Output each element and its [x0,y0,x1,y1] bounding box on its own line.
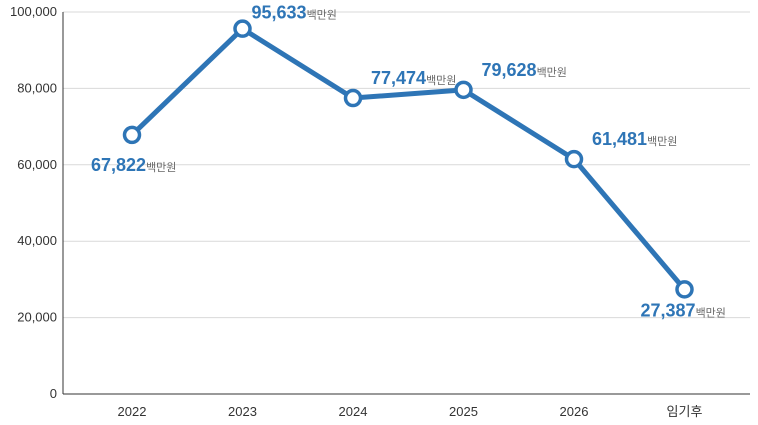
data-label: 79,628백만원 [482,60,567,80]
data-label: 77,474백만원 [371,68,456,88]
data-label: 61,481백만원 [592,129,677,149]
data-point-marker [675,280,694,299]
series-line [129,26,687,292]
data-label-value: 61,481 [592,129,647,149]
series-line-group [122,19,694,299]
x-tick-label: 임기후 [667,404,703,419]
data-point-marker [233,19,252,38]
data-point-marker [564,149,584,169]
data-point-marker [122,125,142,145]
x-tick-label: 2023 [228,404,257,419]
data-label: 95,633백만원 [252,3,337,23]
x-tick-label: 2025 [449,404,478,419]
data-point-marker [454,80,473,100]
x-tick-label: 2024 [339,404,368,419]
data-label-value: 67,822 [91,155,146,175]
y-tick-label: 60,000 [17,157,57,172]
data-label-value: 27,387 [641,300,696,320]
y-tick-label: 0 [50,386,57,401]
x-tick-label: 2022 [118,404,147,419]
data-label-unit: 백만원 [307,9,337,22]
data-label-unit: 백만원 [696,306,726,319]
data-label-value: 79,628 [482,60,537,80]
y-axis: 0 20,000 40,000 60,000 80,000 100,000 [10,4,64,401]
data-point-marker [343,88,363,108]
data-label-value: 77,474 [371,68,426,88]
y-tick-label: 20,000 [17,310,57,325]
x-axis: 2022 2023 2024 2025 2026 임기후 [63,393,750,419]
data-label: 27,387백만원 [641,300,726,320]
data-label-unit: 백만원 [537,66,567,79]
data-label-unit: 백만원 [426,74,456,87]
x-tick-label: 2026 [560,404,589,419]
data-label: 67,822백만원 [91,155,176,175]
data-label-unit: 백만원 [146,161,176,174]
data-labels: 67,822백만원95,633백만원77,474백만원79,628백만원61,4… [91,3,726,321]
data-label-value: 95,633 [252,3,307,23]
y-tick-label: 80,000 [17,80,57,95]
y-tick-label: 100,000 [10,4,57,19]
data-label-unit: 백만원 [647,135,677,148]
y-tick-label: 40,000 [17,233,57,248]
